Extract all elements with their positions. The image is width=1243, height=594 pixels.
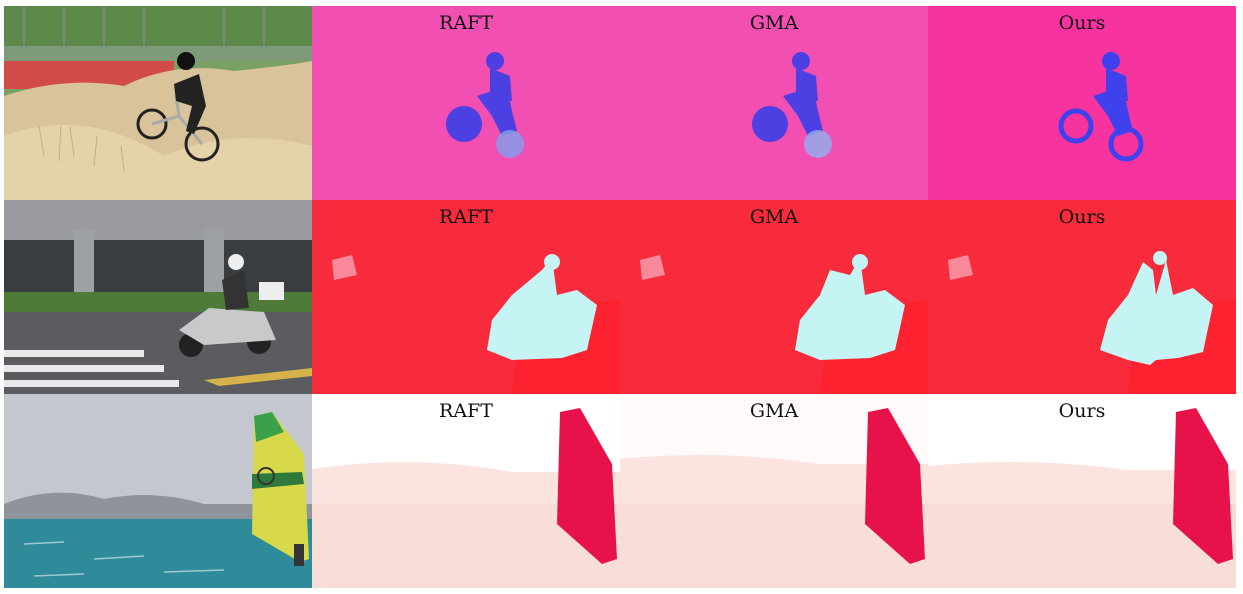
method-label: GMA	[749, 206, 799, 228]
method-label: RAFT	[439, 12, 493, 34]
raft-flow-row1: RAFT	[312, 6, 620, 200]
method-label: GMA	[749, 12, 799, 34]
gma-flow-row1: GMA	[620, 6, 928, 200]
raft-flow-row3: RAFT	[312, 394, 620, 588]
method-label: RAFT	[439, 206, 493, 228]
method-label: Ours	[1058, 400, 1106, 422]
comparison-grid: RAFT GMA Ours	[4, 6, 1238, 588]
scooter-rider-photo	[4, 200, 312, 394]
bmx-rider-photo	[4, 6, 312, 200]
method-label: GMA	[749, 400, 799, 422]
method-label: Ours	[1058, 12, 1106, 34]
ours-flow-row2: Ours	[928, 200, 1236, 394]
windsurfer-photo	[4, 394, 312, 588]
method-label: RAFT	[439, 400, 493, 422]
ours-flow-row3: Ours	[928, 394, 1236, 588]
method-label: Ours	[1058, 206, 1106, 228]
ours-flow-row1: Ours	[928, 6, 1236, 200]
gma-flow-row3: GMA	[620, 394, 928, 588]
gma-flow-row2: GMA	[620, 200, 928, 394]
raft-flow-row2: RAFT	[312, 200, 620, 394]
